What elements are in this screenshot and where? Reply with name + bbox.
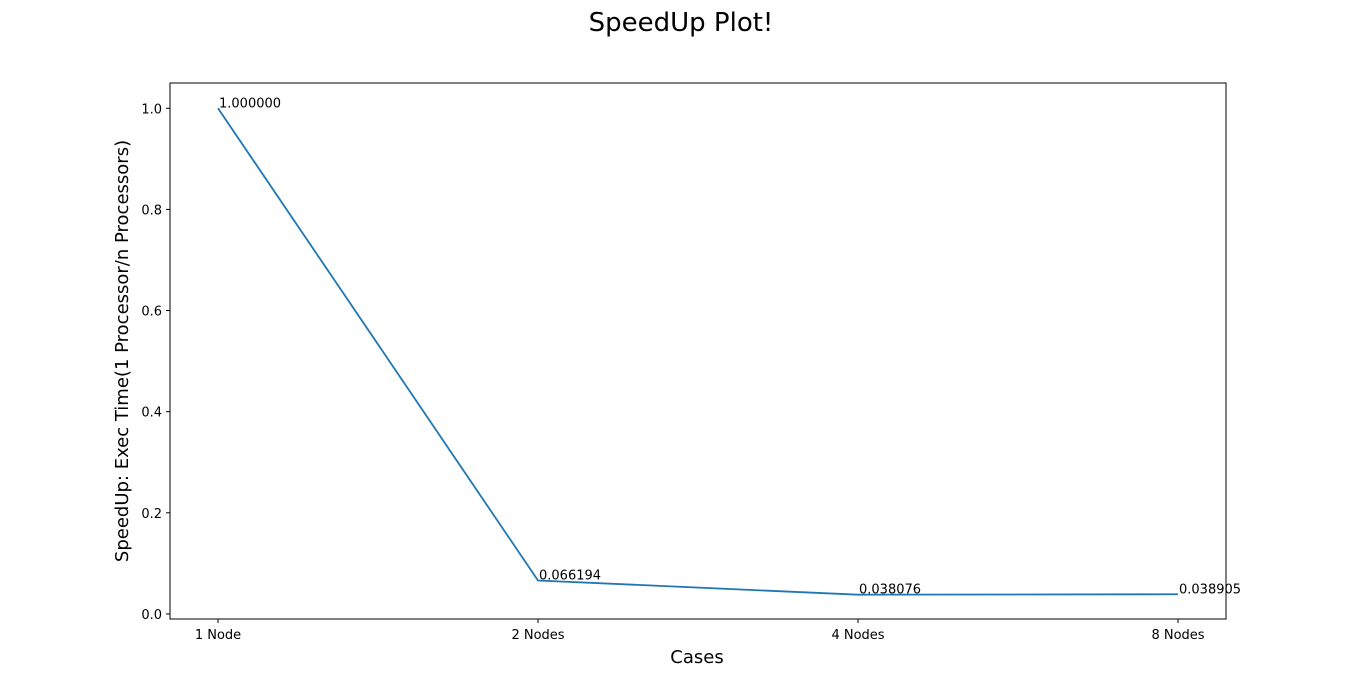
x-tick-label: 4 Nodes [831, 628, 884, 643]
y-tick-label: 0.4 [141, 406, 162, 421]
y-axis-ticks: 0.0 0.2 0.4 0.6 0.8 1.0 [141, 102, 170, 623]
y-tick-label: 0.2 [141, 507, 162, 522]
x-tick-label: 1 Node [195, 628, 241, 643]
x-axis-label: Cases [670, 647, 723, 668]
y-axis-label: SpeedUp: Exec Time(1 Processor/n Process… [112, 140, 133, 562]
chart-title: SpeedUp Plot! [588, 8, 774, 38]
y-tick-label: 0.6 [141, 305, 162, 320]
data-label: 1.000000 [219, 96, 281, 111]
y-tick-label: 0.0 [141, 608, 162, 623]
x-tick-label: 2 Nodes [511, 628, 564, 643]
x-axis-ticks: 1 Node 2 Nodes 4 Nodes 8 Nodes [195, 619, 1205, 643]
x-tick-label: 8 Nodes [1151, 628, 1204, 643]
data-label: 0.066194 [539, 568, 601, 583]
data-label: 0.038905 [1179, 582, 1241, 597]
y-tick-label: 0.8 [141, 203, 162, 218]
plot-frame [169, 82, 1227, 620]
series-line [217, 107, 1179, 596]
data-labels: 1.000000 0.066194 0.038076 0.038905 [219, 96, 1241, 597]
series-layer [217, 107, 1179, 596]
y-tick-label: 1.0 [141, 102, 162, 117]
data-label: 0.038076 [859, 583, 921, 598]
